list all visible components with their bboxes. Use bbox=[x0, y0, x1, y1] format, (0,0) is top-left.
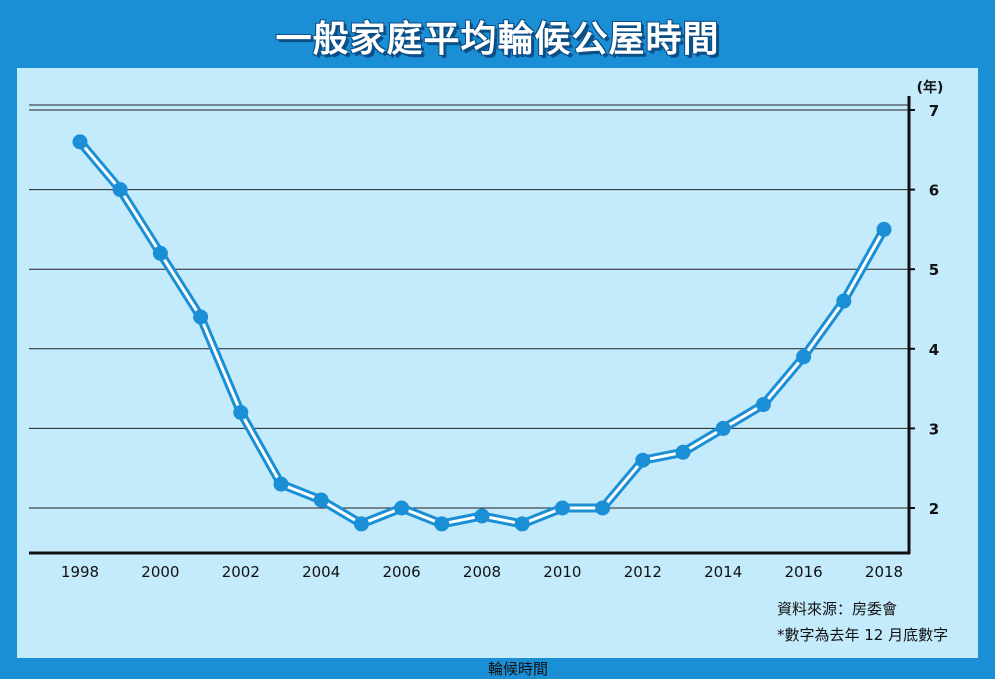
legend-marker bbox=[466, 660, 482, 677]
data-point bbox=[273, 476, 289, 492]
legend: 輪候時間 bbox=[466, 658, 548, 679]
data-point bbox=[514, 516, 530, 532]
source-note: 資料來源：房委會 bbox=[777, 600, 898, 618]
gridlines bbox=[29, 104, 909, 509]
series-layer bbox=[72, 134, 892, 532]
y-unit-label: (年) bbox=[917, 79, 944, 96]
data-point bbox=[233, 404, 249, 420]
x-tick-label: 2012 bbox=[624, 563, 662, 581]
data-point bbox=[313, 492, 329, 508]
x-tick-label: 2008 bbox=[463, 563, 501, 581]
data-point bbox=[635, 452, 651, 468]
data-point bbox=[474, 508, 490, 524]
footnote: *數字為去年 12 月底數字 bbox=[777, 626, 949, 644]
data-point bbox=[796, 349, 812, 365]
data-point bbox=[112, 182, 128, 198]
data-point bbox=[836, 293, 852, 309]
x-tick-label: 1998 bbox=[61, 563, 99, 581]
x-tick-label: 2006 bbox=[383, 563, 421, 581]
data-point bbox=[876, 221, 892, 237]
series-line-inner bbox=[78, 140, 886, 526]
axes bbox=[29, 96, 915, 555]
line-chart: 2 3 4 5 6 7 (年) 1998 2000 2002 2004 2006 2008 2010 201… bbox=[29, 79, 943, 581]
x-tick-label: 2010 bbox=[543, 563, 581, 581]
data-point bbox=[434, 516, 450, 532]
y-tick-label: 2 bbox=[929, 500, 939, 518]
chart-title: 一般家庭平均輪候公屋時間 bbox=[275, 19, 720, 60]
data-point bbox=[554, 500, 570, 516]
chart-panel: 2 3 4 5 6 7 (年) 1998 2000 2002 2004 2006 2008 2010 201… bbox=[17, 68, 978, 678]
y-tick-label: 4 bbox=[929, 341, 939, 359]
data-point bbox=[193, 309, 209, 325]
y-tick-label: 7 bbox=[929, 102, 939, 120]
x-tick-label: 2018 bbox=[865, 563, 903, 581]
x-tick-label: 2002 bbox=[222, 563, 260, 581]
data-point bbox=[755, 397, 771, 413]
tick-labels: 2 3 4 5 6 7 (年) 1998 2000 2002 2004 2006 2008 2010 201… bbox=[61, 79, 943, 581]
data-point bbox=[72, 134, 88, 150]
data-point bbox=[152, 245, 168, 261]
y-tick-label: 3 bbox=[929, 420, 939, 438]
data-point bbox=[715, 420, 731, 436]
y-tick-label: 5 bbox=[929, 261, 939, 279]
data-point bbox=[394, 500, 410, 516]
x-tick-label: 2000 bbox=[141, 563, 179, 581]
x-tick-label: 2014 bbox=[704, 563, 742, 581]
x-tick-label: 2016 bbox=[785, 563, 823, 581]
data-point bbox=[353, 516, 369, 532]
series-line-outer bbox=[75, 137, 889, 529]
legend-label: 輪候時間 bbox=[488, 660, 549, 678]
x-tick-label: 2004 bbox=[302, 563, 340, 581]
data-point bbox=[595, 500, 611, 516]
data-point bbox=[675, 444, 691, 460]
y-tick-label: 6 bbox=[929, 182, 939, 200]
